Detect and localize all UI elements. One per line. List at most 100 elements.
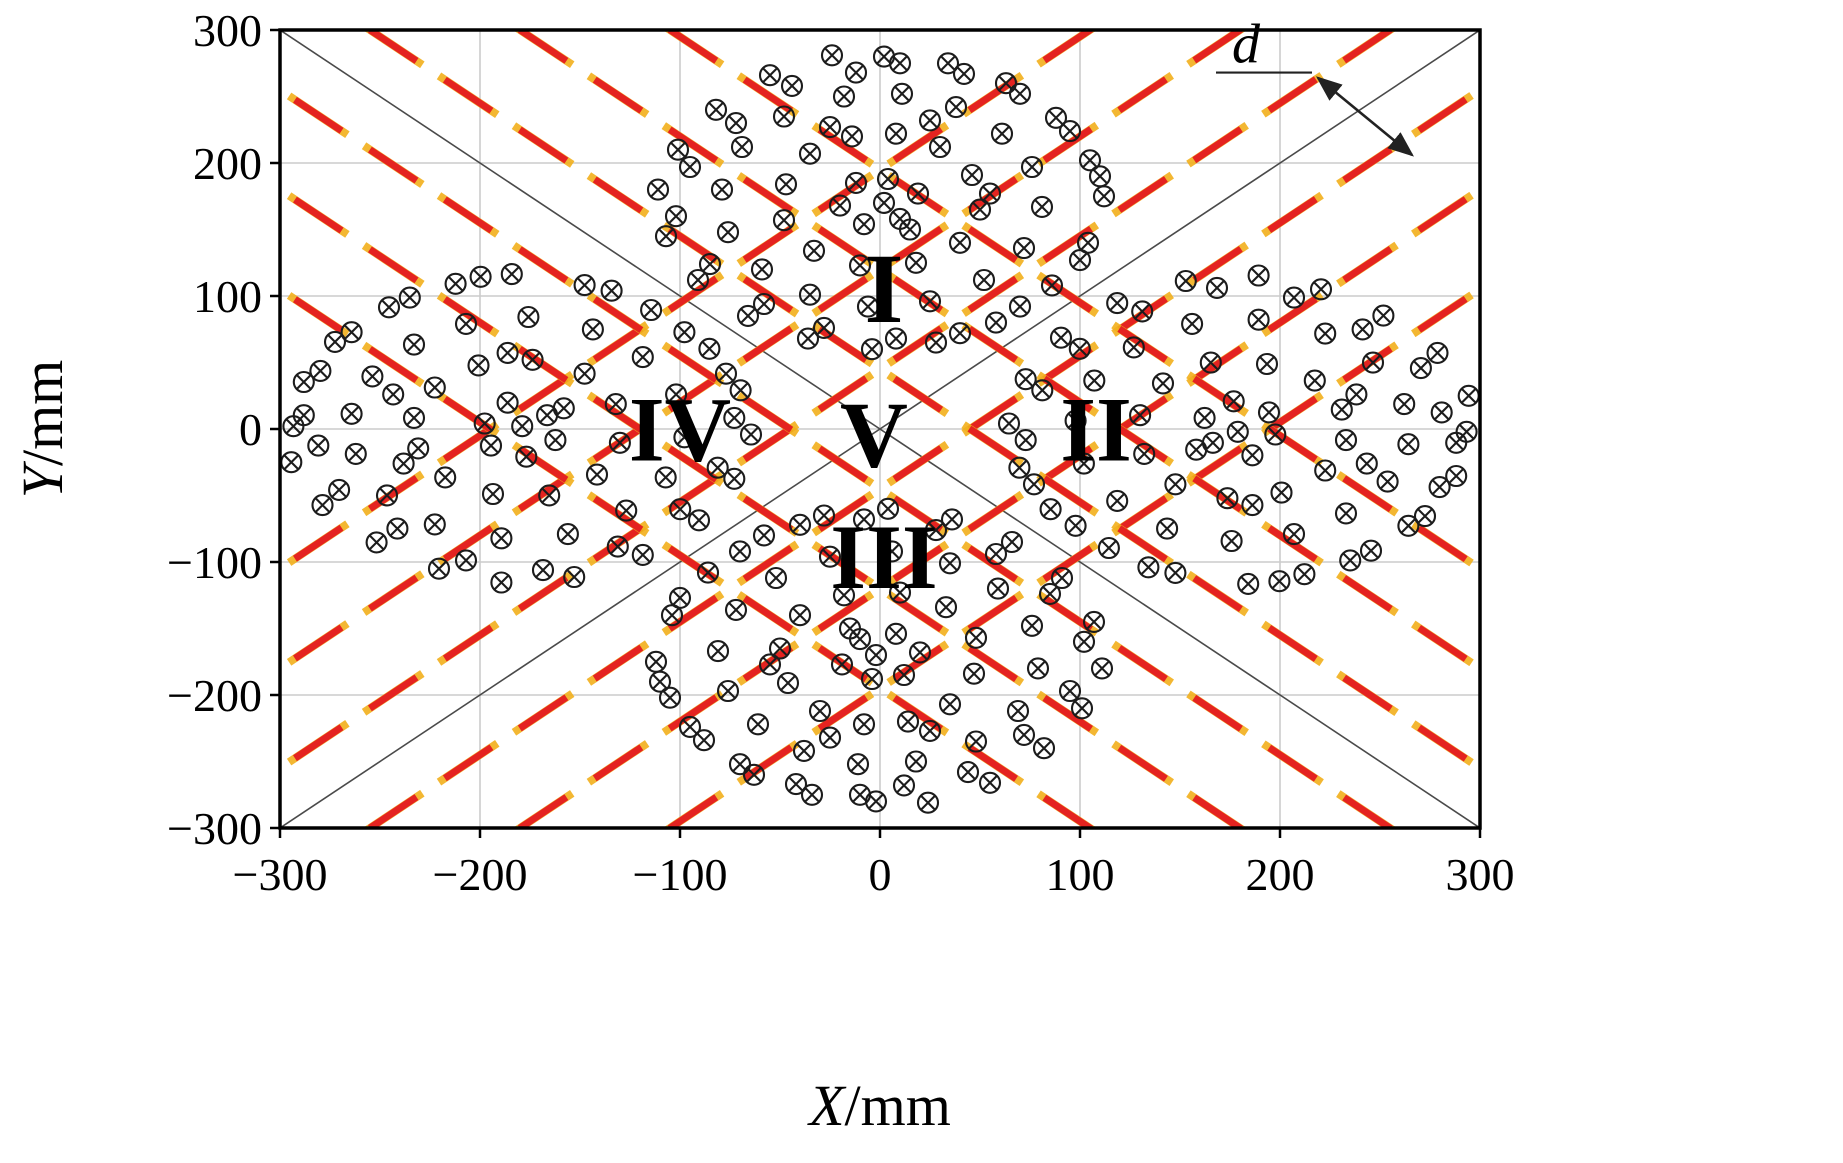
- scatter-marker-left: [496, 341, 519, 364]
- scatter-marker-bottom: [724, 598, 748, 621]
- scatter-marker-left: [280, 451, 303, 474]
- scatter-marker-top: [646, 178, 670, 201]
- scatter-marker-top: [852, 213, 876, 236]
- scatter-marker-bottom: [706, 640, 730, 663]
- scatter-marker-bottom: [852, 713, 876, 736]
- scatter-marker-bottom: [1072, 630, 1096, 653]
- scatter-marker-top: [888, 52, 912, 75]
- scatter-marker-bottom: [938, 552, 962, 575]
- scatter-marker-bottom: [956, 761, 980, 784]
- scatter-marker-left: [454, 549, 478, 572]
- scatter-marker-bottom: [1058, 679, 1082, 703]
- scatter-marker-top: [918, 109, 942, 132]
- scatter-marker-right: [1257, 401, 1281, 424]
- scatter-marker-left: [490, 527, 513, 550]
- region-label-III: III: [830, 506, 937, 608]
- scatter-marker-right: [1185, 438, 1208, 461]
- scatter-marker-bottom: [896, 710, 920, 733]
- scatter-marker-right: [997, 412, 1021, 435]
- scatter-marker-top: [772, 209, 796, 232]
- scatter-marker-left: [344, 442, 367, 465]
- dashed-line-underlay: [280, 85, 1398, 828]
- scatter-marker-left: [581, 318, 604, 341]
- scatter-marker-right: [1359, 539, 1383, 562]
- scatter-marker-left: [496, 391, 519, 414]
- y-tick-label: −300: [167, 803, 262, 854]
- scatter-marker-right: [1205, 276, 1229, 299]
- scatter-marker-top: [780, 74, 804, 97]
- scatter-marker-right: [1137, 556, 1160, 579]
- scatter-marker-bottom: [846, 753, 870, 776]
- scatter-marker-bottom: [784, 773, 808, 796]
- scatter-marker-right: [1014, 429, 1037, 452]
- scatter-marker-top: [972, 268, 996, 292]
- scatter-marker-right: [1397, 433, 1420, 456]
- scatter-marker-left: [687, 509, 711, 532]
- y-axis-title-unit: /mm: [10, 360, 75, 466]
- x-axis-title-letter: X: [807, 1073, 847, 1138]
- scatter-marker-right: [1164, 473, 1187, 496]
- scatter-marker-left: [340, 402, 363, 425]
- scatter-marker-bottom: [964, 626, 988, 649]
- scatter-marker-right: [1376, 470, 1399, 493]
- scatter-marker-bottom: [934, 596, 958, 619]
- scatter-marker-left: [423, 376, 446, 399]
- scatter-marker-right: [1151, 372, 1175, 395]
- scatter-marker-left: [434, 466, 457, 489]
- scatter-marker-top: [798, 142, 822, 165]
- scatter-marker-right: [1181, 312, 1204, 335]
- scatter-marker-top: [798, 283, 822, 306]
- scatter-marker-right: [1426, 341, 1449, 364]
- scatter-marker-top: [884, 122, 908, 145]
- scatter-marker-right: [1393, 393, 1416, 416]
- scatter-marker-bottom: [776, 671, 800, 695]
- scatter-marker-top: [750, 258, 774, 281]
- scatter-marker-left: [511, 415, 534, 438]
- scatter-marker-right: [1334, 502, 1358, 525]
- dashed-line-underlay: [662, 284, 1480, 828]
- scatter-marker-top: [952, 62, 976, 85]
- scatter-marker-right: [1247, 264, 1270, 287]
- dashed-line-underlay: [280, 30, 1248, 674]
- dashed-line-underlay: [512, 184, 1480, 828]
- scatter-marker-bottom: [986, 577, 1010, 600]
- y-tick-label: 300: [193, 5, 262, 56]
- scatter-marker-left: [361, 365, 384, 388]
- dashed-line-underlay: [280, 184, 1248, 828]
- scatter-marker-bottom: [848, 783, 872, 806]
- dashed-line-underlay: [512, 30, 1480, 674]
- scatter-marker-right: [1097, 536, 1120, 560]
- scatter-marker-right: [1226, 420, 1249, 443]
- scatter-marker-right: [1293, 563, 1316, 586]
- scatter-marker-bottom: [1012, 723, 1036, 746]
- scatter-marker-bottom: [1006, 699, 1030, 723]
- scatter-marker-right: [1282, 286, 1306, 309]
- scatter-marker-bottom: [884, 622, 908, 645]
- x-tick-label: 300: [1446, 849, 1515, 900]
- scatter-marker-bottom: [644, 650, 668, 673]
- scatter-marker-top: [948, 322, 972, 345]
- scatter-marker-top: [704, 98, 728, 121]
- scatter-marker-right: [1409, 357, 1432, 380]
- scatter-marker-left: [402, 406, 426, 429]
- scatter-marker-bottom: [1090, 657, 1114, 680]
- scatter-marker-left: [573, 274, 596, 297]
- scatter-marker-bottom: [764, 566, 788, 590]
- scatter-marker-top: [1092, 185, 1116, 208]
- scatter-marker-bottom: [904, 750, 928, 773]
- scatter-marker-right: [1445, 431, 1468, 454]
- scatter-marker-right: [1241, 444, 1264, 467]
- scatter-marker-right: [1064, 514, 1087, 537]
- scatter-marker-left: [481, 482, 505, 506]
- scatter-marker-left: [544, 429, 567, 452]
- scatter-marker-top: [840, 125, 864, 148]
- scatter-marker-right: [1303, 369, 1326, 392]
- scatter-marker-top: [1030, 195, 1054, 218]
- scatter-marker-left: [500, 263, 523, 286]
- scatter-marker-top: [990, 122, 1014, 145]
- scatter-marker-top: [752, 292, 776, 316]
- scatter-marker-right: [1220, 529, 1243, 553]
- scatter-marker-bottom: [808, 699, 832, 723]
- scatter-marker-left: [311, 494, 334, 517]
